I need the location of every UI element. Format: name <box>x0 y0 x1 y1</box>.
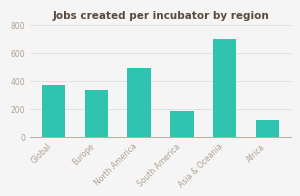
Bar <box>85 90 108 137</box>
Bar <box>170 111 194 137</box>
Bar <box>128 68 151 137</box>
Bar <box>42 85 65 137</box>
Bar <box>256 120 279 137</box>
Title: Jobs created per incubator by region: Jobs created per incubator by region <box>52 11 269 21</box>
Bar <box>213 39 236 137</box>
